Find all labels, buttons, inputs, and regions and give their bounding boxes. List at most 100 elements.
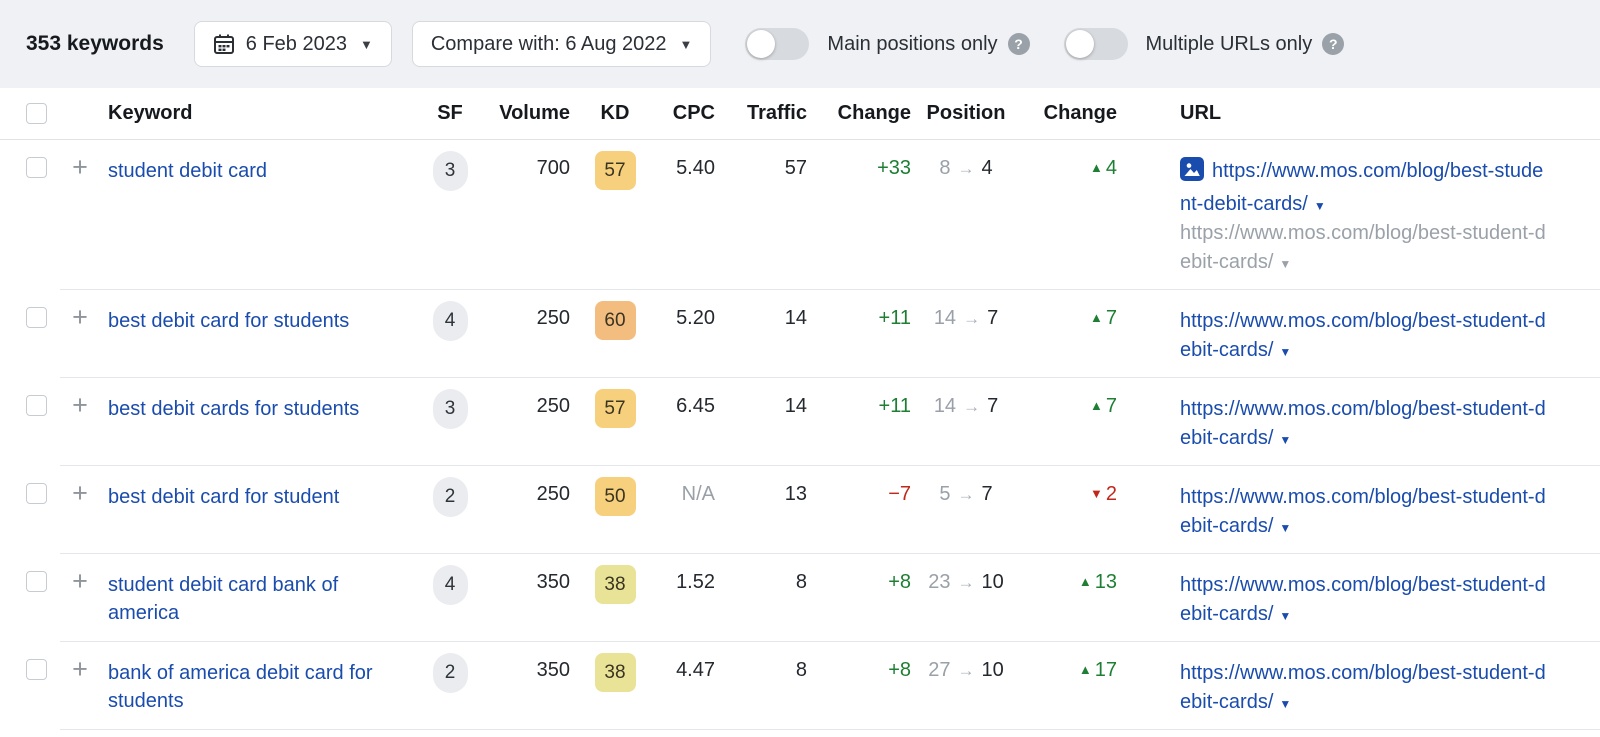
select-all-checkbox[interactable] (26, 103, 47, 125)
arrow-right-icon: → (957, 485, 975, 504)
column-header-position-change[interactable]: Change (1043, 102, 1117, 124)
chevron-down-icon: ▼ (679, 36, 693, 52)
url-link[interactable]: https://www.mos.com/blog/best-student-de… (1180, 574, 1546, 625)
column-header-change[interactable]: Change (837, 102, 911, 124)
url-link[interactable]: https://www.mos.com/blog/best-student-de… (1180, 160, 1544, 215)
url-link[interactable]: https://www.mos.com/blog/best-student-de… (1180, 486, 1546, 537)
triangle-up-icon: ▲ (1090, 160, 1103, 175)
toggle-knob (1065, 30, 1094, 58)
volume-cell: 250 (536, 483, 570, 505)
column-header-keyword[interactable]: Keyword (108, 102, 193, 124)
column-header-volume[interactable]: Volume (499, 102, 570, 124)
position-change-cell: ▲ 7 (1090, 307, 1117, 329)
chevron-down-icon[interactable]: ▼ (1279, 345, 1292, 359)
table-row: + best debit cards for students 3 250 57… (0, 378, 1600, 466)
volume-cell: 700 (536, 157, 570, 179)
cpc-cell: N/A (681, 483, 715, 505)
column-header-kd[interactable]: KD (600, 102, 630, 124)
traffic-cell: 8 (795, 659, 807, 681)
row-checkbox[interactable] (26, 571, 47, 592)
keyword-link[interactable]: best debit cards for students (108, 398, 360, 420)
url-link[interactable]: https://www.mos.com/blog/best-student-de… (1180, 310, 1546, 361)
add-icon[interactable]: + (72, 152, 88, 182)
traffic-change-cell: +8 (888, 571, 911, 593)
keyword-link[interactable]: bank of america debit card for students (108, 662, 373, 712)
add-icon[interactable]: + (72, 654, 88, 684)
column-header-position[interactable]: Position (926, 102, 1006, 124)
url-cell: https://www.mos.com/blog/best-student-de… (1117, 466, 1600, 554)
table-row: + student debit card bank of america 4 3… (0, 554, 1600, 642)
keyword-link[interactable]: student debit card (108, 160, 267, 182)
help-icon[interactable]: ? (1007, 33, 1030, 55)
chevron-down-icon[interactable]: ▼ (1279, 521, 1292, 535)
row-checkbox[interactable] (26, 157, 47, 178)
position-change-cell: ▲ 13 (1078, 571, 1117, 593)
add-icon[interactable]: + (72, 302, 88, 332)
kd-badge: 38 (594, 565, 636, 604)
row-checkbox[interactable] (26, 659, 47, 680)
arrow-right-icon: → (957, 661, 975, 680)
kd-badge: 60 (594, 301, 636, 340)
traffic-cell: 57 (784, 157, 807, 179)
chevron-down-icon[interactable]: ▼ (1313, 199, 1326, 213)
traffic-cell: 8 (795, 571, 807, 593)
url-cell: https://www.mos.com/blog/best-student-de… (1117, 140, 1600, 290)
main-positions-toggle[interactable] (745, 28, 810, 60)
triangle-up-icon: ▲ (1078, 574, 1092, 589)
url-cell: https://www.mos.com/blog/best-student-de… (1117, 642, 1600, 730)
calendar-icon (213, 33, 235, 55)
traffic-change-cell: +33 (877, 157, 911, 179)
multiple-urls-toggle[interactable] (1063, 28, 1128, 60)
compare-with-button[interactable]: Compare with: 6 Aug 2022 ▼ (411, 21, 712, 67)
sf-badge: 3 (432, 151, 468, 191)
arrow-right-icon: → (963, 309, 981, 328)
multiple-urls-label: Multiple URLs only (1145, 32, 1313, 55)
keyword-link[interactable]: best debit card for students (108, 310, 350, 332)
secondary-url-link[interactable]: https://www.mos.com/blog/best-student-de… (1180, 222, 1546, 273)
kd-badge: 57 (594, 389, 636, 428)
cpc-cell: 1.52 (676, 571, 715, 593)
main-positions-toggle-group: Main positions only ? (745, 28, 1030, 60)
column-header-sf[interactable]: SF (437, 102, 463, 124)
position-cell: 23 → 10 (928, 571, 1004, 593)
url-link[interactable]: https://www.mos.com/blog/best-student-de… (1180, 662, 1546, 713)
add-icon[interactable]: + (72, 390, 88, 420)
main-positions-label: Main positions only (827, 32, 998, 55)
keyword-link[interactable]: student debit card bank of america (108, 574, 339, 624)
keyword-link[interactable]: best debit card for student (108, 486, 340, 508)
row-checkbox[interactable] (26, 307, 47, 328)
position-cell: 14 → 7 (933, 307, 999, 329)
position-cell: 14 → 7 (933, 395, 999, 417)
volume-cell: 250 (536, 395, 570, 417)
cpc-cell: 5.20 (676, 307, 715, 329)
chevron-down-icon[interactable]: ▼ (1279, 257, 1292, 271)
chevron-down-icon[interactable]: ▼ (1279, 697, 1292, 711)
column-header-cpc[interactable]: CPC (672, 102, 715, 124)
cpc-cell: 4.47 (676, 659, 715, 681)
triangle-up-icon: ▲ (1090, 310, 1103, 325)
add-icon[interactable]: + (72, 478, 88, 508)
add-icon[interactable]: + (72, 566, 88, 596)
traffic-cell: 14 (784, 307, 807, 329)
sf-badge: 2 (432, 477, 468, 517)
chevron-down-icon[interactable]: ▼ (1279, 433, 1292, 447)
position-cell: 8 → 4 (939, 157, 993, 179)
chevron-down-icon[interactable]: ▼ (1279, 609, 1292, 623)
compare-with-label: Compare with: 6 Aug 2022 (430, 32, 667, 55)
sf-badge: 3 (432, 389, 468, 429)
column-header-traffic[interactable]: Traffic (746, 102, 807, 124)
position-change-cell: ▼ 2 (1090, 483, 1117, 505)
table-row: + student debit card 3 700 57 5.40 57 +3… (0, 140, 1600, 290)
keywords-count: 353 keywords (26, 32, 164, 55)
position-change-cell: ▲ 17 (1078, 659, 1117, 681)
table-row: + best debit card for students 4 250 60 … (0, 290, 1600, 378)
traffic-cell: 14 (784, 395, 807, 417)
row-checkbox[interactable] (26, 395, 47, 416)
date-picker-button[interactable]: 6 Feb 2023 ▼ (193, 21, 392, 67)
row-checkbox[interactable] (26, 483, 47, 504)
column-header-url[interactable]: URL (1180, 102, 1222, 124)
url-link[interactable]: https://www.mos.com/blog/best-student-de… (1180, 398, 1546, 449)
traffic-change-cell: −7 (888, 483, 911, 505)
table-header: Keyword SF Volume KD CPC Traffic Change … (0, 88, 1600, 140)
help-icon[interactable]: ? (1322, 33, 1345, 55)
